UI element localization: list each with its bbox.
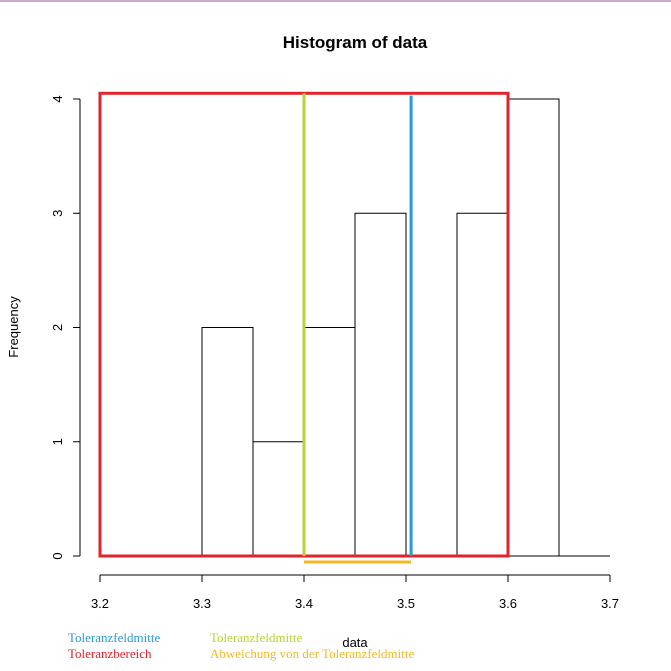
legend-toleranzfeldmitte-blue: Toleranzfeldmitte <box>68 630 161 645</box>
histogram-bar-3 <box>252 441 305 557</box>
y-tick-label-3: 3 <box>50 210 65 217</box>
legend-toleranzfeldmitte-green: Toleranzfeldmitte <box>210 630 303 645</box>
y-tick-label-0: 0 <box>50 552 65 559</box>
chart-title: Histogram of data <box>283 33 428 52</box>
legend-toleranzbereich: Toleranzbereich <box>68 646 152 661</box>
axes: 3.2 3.3 3.4 3.5 3.6 3.7 0 1 2 3 4 <box>50 95 619 611</box>
x-tick-label-3: 3.5 <box>397 596 415 611</box>
y-tick-label-1: 1 <box>50 438 65 445</box>
x-tick-label-0: 3.2 <box>91 596 109 611</box>
tolerance-overlays <box>98 91 510 564</box>
histogram-bar-7 <box>456 212 509 557</box>
histogram-bars <box>100 98 610 557</box>
histogram-bar-5 <box>354 212 407 557</box>
x-tick-label-2: 3.4 <box>295 596 313 611</box>
x-tick-label-5: 3.7 <box>601 596 619 611</box>
x-tick-label-1: 3.3 <box>193 596 211 611</box>
histogram-bar-8 <box>507 98 560 557</box>
window-top-border <box>0 0 671 2</box>
x-tick-label-4: 3.6 <box>499 596 517 611</box>
legend-abweichung: Abweichung von der Toleranzfeldmitte <box>210 646 415 661</box>
y-tick-label-2: 2 <box>50 324 65 331</box>
y-tick-label-4: 4 <box>50 95 65 102</box>
y-axis-label: Frequency <box>6 296 21 358</box>
histogram-bar-2 <box>201 327 254 557</box>
x-axis-label: data <box>342 635 368 650</box>
histogram-bar-4 <box>303 327 356 557</box>
